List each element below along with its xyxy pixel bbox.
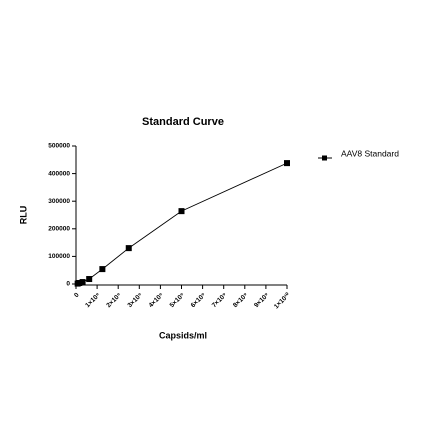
x-tick-label: 1×10⁹ xyxy=(84,292,101,309)
x-tick-label: 4×10⁹ xyxy=(148,292,165,309)
y-tick-label: 0 xyxy=(66,281,70,288)
chart-title: Standard Curve xyxy=(142,116,224,128)
y-tick-label: 300000 xyxy=(48,198,70,205)
data-point xyxy=(125,245,132,252)
data-point xyxy=(76,280,83,287)
x-axis-label: Capsids/ml xyxy=(159,330,207,340)
x-tick-label: 8×10⁹ xyxy=(232,292,249,309)
fit-line xyxy=(77,162,288,285)
x-tick-label: 7×10⁹ xyxy=(211,292,228,309)
data-point xyxy=(178,208,185,215)
x-tick-label: 1×10¹⁰ xyxy=(272,291,292,311)
x-tick-label: 5×10⁹ xyxy=(169,292,186,309)
data-point xyxy=(86,276,93,283)
y-tick-label: 500000 xyxy=(48,143,70,150)
data-point xyxy=(99,266,106,273)
y-tick-label: 200000 xyxy=(48,226,70,233)
x-tick-label: 0 xyxy=(73,291,81,299)
y-tick-label: 100000 xyxy=(48,253,70,260)
y-axis-label: RLU xyxy=(18,206,28,225)
legend-label: AAV8 Standard xyxy=(341,148,399,158)
legend-marker xyxy=(322,155,327,161)
y-tick-label: 400000 xyxy=(48,170,70,177)
x-tick-label: 3×10⁹ xyxy=(126,292,143,309)
data-point xyxy=(79,279,86,286)
data-point xyxy=(284,160,290,167)
x-tick-label: 9×10⁹ xyxy=(253,292,270,309)
x-tick-label: 6×10⁹ xyxy=(190,292,207,309)
x-tick-label: 2×10⁹ xyxy=(105,292,122,309)
